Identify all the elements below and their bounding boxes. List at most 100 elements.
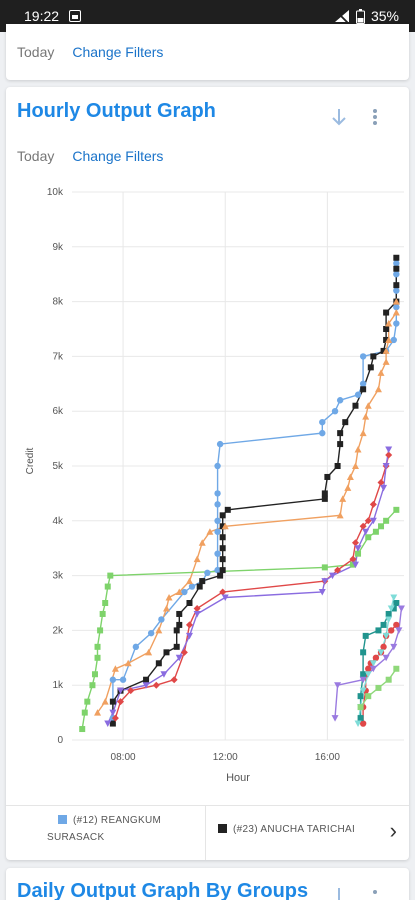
- data-point[interactable]: [359, 353, 367, 360]
- data-point[interactable]: [369, 517, 377, 525]
- data-point[interactable]: [185, 632, 193, 640]
- data-point[interactable]: [160, 671, 168, 678]
- data-point[interactable]: [193, 555, 201, 563]
- download-icon[interactable]: [330, 107, 348, 127]
- data-point[interactable]: [219, 523, 226, 530]
- data-point[interactable]: [111, 714, 119, 722]
- data-point[interactable]: [382, 463, 390, 470]
- data-point[interactable]: [124, 659, 132, 667]
- data-point[interactable]: [99, 610, 106, 617]
- data-point[interactable]: [359, 380, 367, 387]
- data-point[interactable]: [387, 605, 395, 612]
- data-point[interactable]: [155, 660, 162, 667]
- data-point[interactable]: [321, 564, 328, 571]
- data-point[interactable]: [349, 555, 357, 563]
- data-point[interactable]: [337, 430, 344, 437]
- data-point[interactable]: [214, 501, 221, 508]
- data-point[interactable]: [395, 627, 403, 634]
- data-point[interactable]: [354, 391, 362, 398]
- data-point[interactable]: [385, 446, 393, 454]
- data-point[interactable]: [175, 654, 183, 662]
- data-point[interactable]: [339, 495, 347, 502]
- data-point[interactable]: [390, 605, 397, 612]
- data-point[interactable]: [383, 517, 390, 524]
- data-point[interactable]: [388, 627, 395, 634]
- data-point[interactable]: [392, 298, 400, 305]
- data-point[interactable]: [224, 506, 231, 513]
- download-icon[interactable]: [330, 886, 348, 900]
- data-point[interactable]: [162, 604, 170, 612]
- data-point[interactable]: [392, 309, 400, 316]
- data-point[interactable]: [360, 386, 367, 393]
- data-point[interactable]: [328, 572, 336, 580]
- data-point[interactable]: [219, 534, 226, 541]
- data-point[interactable]: [393, 506, 400, 513]
- data-point[interactable]: [364, 402, 372, 409]
- data-point[interactable]: [367, 364, 374, 371]
- data-point[interactable]: [393, 265, 400, 272]
- data-point[interactable]: [142, 682, 150, 689]
- data-point[interactable]: [390, 336, 397, 344]
- data-point[interactable]: [193, 610, 201, 618]
- data-point[interactable]: [357, 715, 364, 722]
- data-point[interactable]: [132, 643, 140, 651]
- data-point[interactable]: [351, 539, 359, 547]
- data-point[interactable]: [176, 610, 183, 617]
- data-point[interactable]: [365, 534, 372, 541]
- data-point[interactable]: [214, 517, 221, 524]
- data-point[interactable]: [359, 676, 367, 684]
- data-point[interactable]: [365, 665, 372, 672]
- data-point[interactable]: [324, 473, 331, 480]
- data-point[interactable]: [364, 517, 372, 525]
- data-point[interactable]: [354, 720, 362, 728]
- data-point[interactable]: [143, 676, 150, 683]
- data-point[interactable]: [393, 665, 400, 672]
- data-point[interactable]: [331, 408, 339, 415]
- data-point[interactable]: [377, 649, 385, 656]
- data-point[interactable]: [385, 451, 393, 459]
- data-point[interactable]: [334, 463, 341, 469]
- data-point[interactable]: [111, 665, 119, 672]
- data-point[interactable]: [163, 649, 170, 656]
- data-point[interactable]: [380, 484, 388, 492]
- data-point[interactable]: [331, 715, 339, 722]
- data-point[interactable]: [383, 309, 390, 316]
- data-point[interactable]: [359, 522, 367, 530]
- data-point[interactable]: [216, 440, 224, 448]
- data-point[interactable]: [214, 462, 221, 470]
- data-point[interactable]: [336, 511, 344, 519]
- data-point[interactable]: [109, 709, 117, 717]
- data-point[interactable]: [318, 589, 326, 596]
- data-point[interactable]: [219, 588, 227, 596]
- data-point[interactable]: [319, 429, 326, 437]
- data-point[interactable]: [390, 643, 398, 651]
- data-point[interactable]: [181, 588, 188, 596]
- data-point[interactable]: [377, 369, 385, 376]
- data-point[interactable]: [382, 347, 390, 354]
- data-point[interactable]: [199, 578, 206, 585]
- change-filters-link[interactable]: Change Filters: [72, 44, 164, 60]
- data-point[interactable]: [393, 282, 400, 289]
- data-point[interactable]: [152, 681, 160, 689]
- data-point[interactable]: [173, 627, 180, 634]
- data-point[interactable]: [97, 627, 104, 634]
- data-point[interactable]: [119, 676, 127, 683]
- data-point[interactable]: [362, 528, 370, 536]
- data-point[interactable]: [359, 720, 367, 727]
- data-point[interactable]: [369, 660, 377, 667]
- data-point[interactable]: [393, 320, 400, 327]
- more-vert-icon[interactable]: [372, 888, 378, 900]
- data-point[interactable]: [362, 632, 369, 639]
- data-point[interactable]: [360, 649, 367, 656]
- data-point[interactable]: [186, 600, 193, 606]
- data-point[interactable]: [109, 698, 116, 705]
- data-point[interactable]: [104, 720, 112, 728]
- data-point[interactable]: [382, 654, 390, 662]
- data-point[interactable]: [342, 419, 349, 426]
- data-point[interactable]: [109, 676, 117, 683]
- legend-item-1[interactable]: (#12) REANGKUM SURASACK: [6, 806, 206, 860]
- data-point[interactable]: [214, 490, 221, 497]
- data-point[interactable]: [383, 326, 390, 332]
- data-point[interactable]: [117, 687, 125, 695]
- data-point[interactable]: [336, 397, 344, 404]
